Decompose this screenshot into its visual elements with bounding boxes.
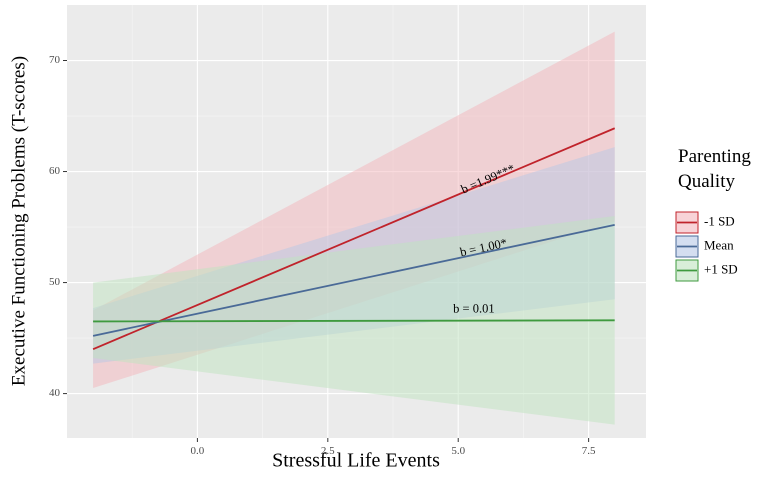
regression-lines xyxy=(92,127,616,351)
y-axis-ticks: 40 50 60 70 xyxy=(49,54,67,399)
legend-label: Mean xyxy=(704,237,734,252)
y-tick-label: 50 xyxy=(49,276,61,288)
x-tick-label: 0.0 xyxy=(191,445,205,457)
legend-keys: -1 SD Mean +1 SD xyxy=(675,211,738,282)
x-tick-label: 5.0 xyxy=(451,445,465,457)
legend-title-line2: Quality xyxy=(678,171,735,192)
series-line-3 xyxy=(93,319,615,323)
y-tick-label: 40 xyxy=(49,387,61,399)
legend: Parenting Quality -1 SD Mean +1 SD xyxy=(675,146,751,282)
legend-title-line1: Parenting xyxy=(678,146,751,167)
y-tick-label: 60 xyxy=(49,165,61,177)
x-axis-title: Stressful Life Events xyxy=(272,450,440,472)
slope-annotation-3: b = 0.01 xyxy=(453,301,494,315)
series-line-1 xyxy=(92,127,616,351)
x-tick-label: 7.5 xyxy=(582,445,596,457)
legend-label: +1 SD xyxy=(704,261,738,276)
y-tick-label: 70 xyxy=(49,54,61,66)
x-axis-ticks: 0.0 2.5 5.0 7.5 xyxy=(191,438,596,457)
x-tick-label: 2.5 xyxy=(321,445,335,457)
series-line-2 xyxy=(92,223,615,337)
y-axis-title: Executive Functioning Problems (T-scores… xyxy=(8,56,29,386)
legend-label: -1 SD xyxy=(704,213,735,228)
